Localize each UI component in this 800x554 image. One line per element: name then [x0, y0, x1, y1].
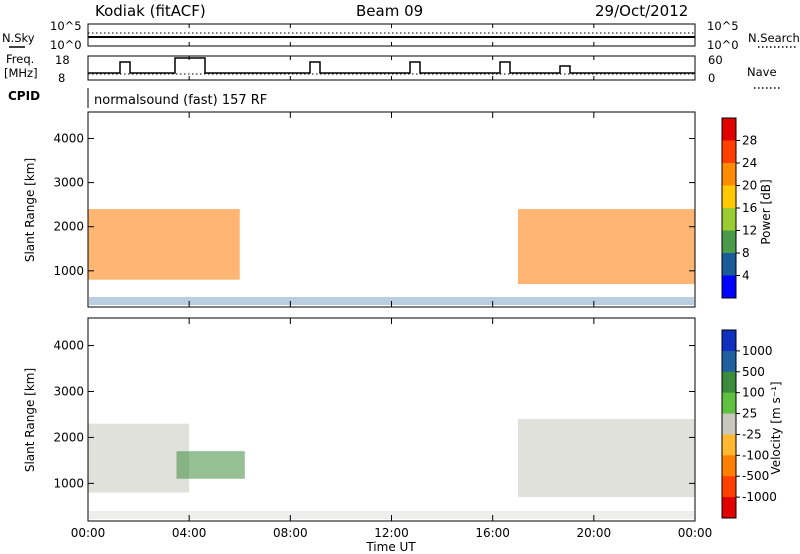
power-colorbar-label: 28 — [742, 134, 757, 148]
velocity-colorbar-label: -500 — [742, 469, 769, 483]
x-tick-label: 16:00 — [475, 526, 510, 540]
power-colorbar-segment — [722, 208, 736, 231]
velocity-colorbar-segment — [722, 455, 736, 477]
power-colorbar-segment — [722, 253, 736, 276]
velocity-echo-region — [88, 423, 190, 493]
x-axis-label: Time UT — [365, 540, 416, 554]
power-echo-region — [517, 209, 695, 285]
velocity-colorbar-segment — [722, 371, 736, 394]
velocity-colorbar-label: 100 — [742, 386, 765, 400]
power-y-tick-label: 4000 — [53, 131, 84, 145]
power-ylabel: Slant Range [km] — [23, 158, 37, 262]
freq-left-tick-top: 18 — [55, 53, 70, 67]
x-tick-label: 00:00 — [678, 526, 713, 540]
noise-left-tick-bottom: 10^0 — [50, 38, 82, 52]
power-y-tick-label: 1000 — [53, 264, 84, 278]
beam-title: Beam 09 — [356, 2, 423, 20]
power-colorbar-label: 4 — [742, 269, 750, 283]
power-colorbar-segment — [722, 275, 736, 299]
x-tick-label: 04:00 — [172, 526, 207, 540]
frequency-trace — [88, 57, 695, 74]
velocity-colorbar-segment — [722, 413, 736, 435]
freq-label-1: Freq. — [6, 52, 34, 66]
power-colorbar-segment — [722, 118, 736, 141]
power-y-tick-label: 3000 — [53, 176, 84, 190]
power-colorbar-segment — [722, 163, 736, 186]
power-colorbar-label: 8 — [742, 246, 750, 260]
station-title: Kodiak (fitACF) — [95, 2, 206, 20]
velocity-colorbar-label: -1000 — [742, 490, 777, 504]
cpid-value: normalsound (fast) 157 RF — [94, 93, 267, 108]
velocity-colorbar-label: 500 — [742, 365, 765, 379]
power-echo-region — [88, 209, 240, 280]
velocity-y-tick-label: 2000 — [53, 430, 84, 444]
velocity-colorbar-segment — [722, 330, 736, 352]
x-tick-label: 00:00 — [71, 526, 106, 540]
freq-left-tick-bottom: 8 — [58, 71, 65, 85]
velocity-colorbar-frame — [721, 329, 737, 519]
velocity-colorbar-segment — [722, 434, 736, 456]
x-tick-label: 12:00 — [374, 526, 409, 540]
power-colorbar-label: Power [dB] — [759, 179, 773, 244]
velocity-colorbar-segment — [722, 476, 736, 498]
velocity-colorbar-segment — [722, 350, 736, 373]
noise-left-label: N.Sky — [2, 31, 35, 45]
velocity-colorbar-label: -25 — [742, 427, 762, 441]
freq-label-2: [MHz] — [4, 66, 38, 80]
power-colorbar-label: 20 — [742, 179, 757, 193]
power-colorbar-label: 16 — [742, 201, 757, 215]
x-tick-label: 08:00 — [273, 526, 308, 540]
noise-right-label: N.Search — [748, 31, 800, 45]
velocity-echo-region — [176, 451, 245, 479]
velocity-ylabel: Slant Range [km] — [23, 368, 37, 472]
noise-right-tick-bottom: 10^0 — [707, 38, 739, 52]
velocity-y-tick-label: 4000 — [53, 339, 84, 353]
power-colorbar-label: 12 — [742, 224, 757, 238]
date-title: 29/Oct/2012 — [595, 2, 688, 20]
cpid-label: CPID — [8, 89, 40, 103]
velocity-colorbar-segment — [722, 497, 736, 519]
velocity-colorbar-label: 1000 — [742, 344, 773, 358]
noise-right-tick-top: 10^5 — [707, 19, 739, 33]
nave-label: Nave — [747, 65, 777, 79]
freq-right-tick-bottom: 0 — [708, 71, 715, 85]
velocity-y-tick-label: 3000 — [53, 384, 84, 398]
velocity-y-tick-label: 1000 — [53, 476, 84, 490]
power-colorbar-segment — [722, 140, 736, 164]
freq-right-tick-top: 60 — [708, 53, 723, 67]
x-tick-label: 20:00 — [577, 526, 612, 540]
noise-left-tick-top: 10^5 — [50, 19, 82, 33]
velocity-colorbar-segment — [722, 392, 736, 415]
power-y-tick-label: 2000 — [53, 220, 84, 234]
velocity-colorbar-label: -100 — [742, 448, 769, 462]
velocity-colorbar-label: Velocity [m s⁻¹] — [769, 381, 783, 474]
velocity-echo-region — [517, 419, 695, 498]
power-colorbar-segment — [722, 230, 736, 254]
power-colorbar-segment — [722, 185, 736, 209]
velocity-colorbar-label: 25 — [742, 407, 757, 421]
power-colorbar-label: 24 — [742, 156, 757, 170]
